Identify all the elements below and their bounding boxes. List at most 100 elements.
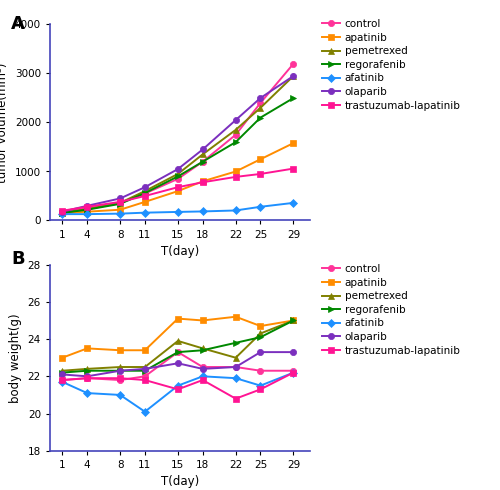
- regorafenib: [142, 190, 148, 196]
- apatinib: [142, 199, 148, 205]
- control: [200, 364, 205, 370]
- olaparib: [232, 364, 238, 370]
- apatinib: [200, 178, 205, 184]
- apatinib: [258, 323, 264, 329]
- apatinib: [117, 347, 123, 353]
- control: [175, 349, 181, 355]
- pemetrexed: [60, 368, 66, 374]
- pemetrexed: [258, 105, 264, 111]
- pemetrexed: [117, 200, 123, 206]
- Text: A: A: [11, 15, 25, 33]
- Legend: control, apatinib, pemetrexed, regorafenib, afatinib, olaparib, trastuzumab-lapa: control, apatinib, pemetrexed, regorafen…: [318, 15, 464, 115]
- Line: apatinib: apatinib: [60, 314, 296, 361]
- control: [142, 191, 148, 196]
- regorafenib: [290, 318, 296, 323]
- pemetrexed: [60, 210, 66, 216]
- pemetrexed: [200, 151, 205, 157]
- regorafenib: [232, 139, 238, 145]
- Y-axis label: tumor volume(mm³): tumor volume(mm³): [0, 62, 10, 183]
- control: [200, 159, 205, 165]
- apatinib: [175, 188, 181, 194]
- pemetrexed: [258, 331, 264, 337]
- olaparib: [175, 360, 181, 366]
- pemetrexed: [84, 206, 90, 212]
- afatinib: [117, 392, 123, 398]
- apatinib: [142, 347, 148, 353]
- Line: olaparib: olaparib: [60, 349, 296, 379]
- afatinib: [60, 211, 66, 217]
- apatinib: [84, 345, 90, 351]
- pemetrexed: [142, 364, 148, 370]
- Line: trastuzumab-lapatinib: trastuzumab-lapatinib: [60, 166, 296, 214]
- control: [258, 368, 264, 374]
- trastuzumab-lapatinib: [200, 179, 205, 185]
- Text: B: B: [11, 250, 24, 268]
- olaparib: [60, 209, 66, 215]
- Line: olaparib: olaparib: [60, 73, 296, 215]
- pemetrexed: [290, 318, 296, 323]
- control: [290, 61, 296, 67]
- olaparib: [175, 166, 181, 172]
- olaparib: [258, 95, 264, 101]
- apatinib: [60, 210, 66, 216]
- afatinib: [290, 200, 296, 206]
- afatinib: [84, 211, 90, 217]
- pemetrexed: [175, 171, 181, 177]
- afatinib: [290, 369, 296, 375]
- Line: trastuzumab-lapatinib: trastuzumab-lapatinib: [60, 369, 296, 402]
- olaparib: [117, 196, 123, 201]
- olaparib: [258, 349, 264, 355]
- regorafenib: [290, 95, 296, 101]
- pemetrexed: [232, 355, 238, 361]
- apatinib: [84, 209, 90, 215]
- control: [232, 364, 238, 370]
- olaparib: [200, 147, 205, 152]
- regorafenib: [175, 349, 181, 355]
- Line: control: control: [60, 349, 296, 383]
- regorafenib: [117, 368, 123, 374]
- control: [258, 100, 264, 106]
- afatinib: [200, 209, 205, 215]
- trastuzumab-lapatinib: [175, 184, 181, 190]
- control: [175, 176, 181, 182]
- apatinib: [232, 169, 238, 174]
- trastuzumab-lapatinib: [258, 171, 264, 177]
- apatinib: [175, 316, 181, 321]
- regorafenib: [258, 115, 264, 121]
- olaparib: [290, 73, 296, 79]
- trastuzumab-lapatinib: [60, 377, 66, 383]
- trastuzumab-lapatinib: [290, 369, 296, 375]
- afatinib: [258, 383, 264, 389]
- regorafenib: [142, 368, 148, 374]
- pemetrexed: [142, 188, 148, 194]
- trastuzumab-lapatinib: [60, 208, 66, 214]
- control: [60, 209, 66, 215]
- olaparib: [142, 184, 148, 190]
- regorafenib: [60, 210, 66, 216]
- regorafenib: [60, 369, 66, 375]
- control: [84, 205, 90, 211]
- trastuzumab-lapatinib: [232, 174, 238, 180]
- Line: regorafenib: regorafenib: [60, 95, 296, 216]
- control: [84, 375, 90, 381]
- olaparib: [84, 203, 90, 209]
- afatinib: [142, 409, 148, 415]
- trastuzumab-lapatinib: [117, 199, 123, 205]
- trastuzumab-lapatinib: [84, 375, 90, 381]
- pemetrexed: [290, 73, 296, 79]
- regorafenib: [175, 173, 181, 179]
- control: [142, 373, 148, 379]
- X-axis label: T(day): T(day): [161, 475, 199, 489]
- trastuzumab-lapatinib: [142, 193, 148, 199]
- control: [290, 368, 296, 374]
- Legend: control, apatinib, pemetrexed, regorafenib, afatinib, olaparib, trastuzumab-lapa: control, apatinib, pemetrexed, regorafen…: [318, 260, 464, 360]
- olaparib: [290, 349, 296, 355]
- afatinib: [232, 207, 238, 213]
- afatinib: [142, 210, 148, 216]
- regorafenib: [84, 207, 90, 213]
- afatinib: [258, 204, 264, 210]
- pemetrexed: [117, 364, 123, 370]
- trastuzumab-lapatinib: [232, 396, 238, 402]
- apatinib: [232, 314, 238, 319]
- afatinib: [175, 209, 181, 215]
